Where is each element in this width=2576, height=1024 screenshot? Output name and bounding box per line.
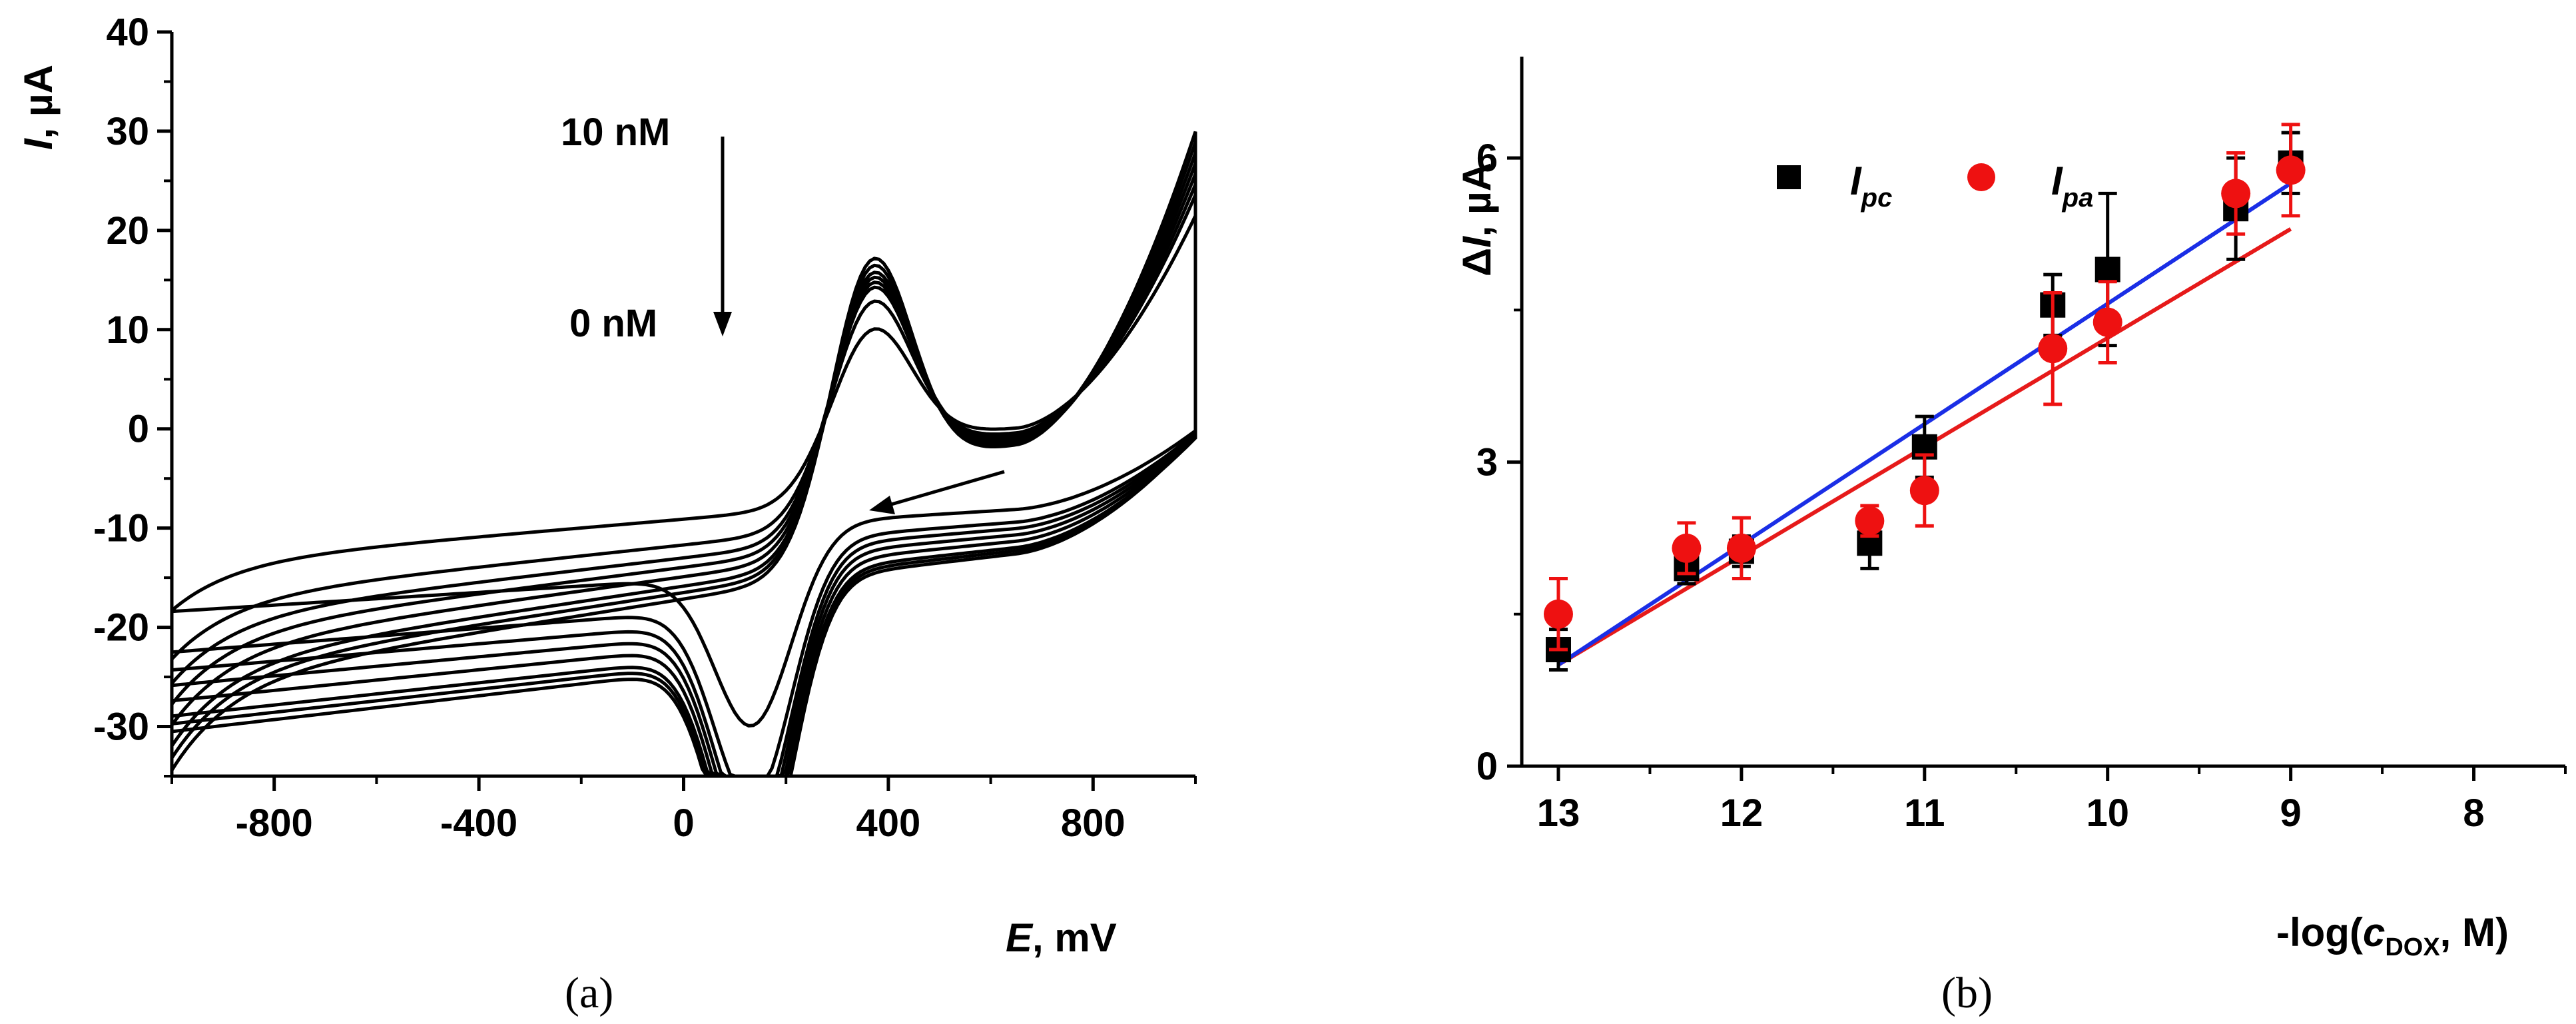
legend-label-ipa: Ipa <box>2051 159 2093 213</box>
data-point-ipa <box>1855 506 1885 536</box>
legend: Ipc Ipa <box>1777 159 2093 213</box>
data-point-ipa <box>1543 599 1573 629</box>
data-point-ipa <box>2276 155 2306 185</box>
scan-direction-arrow <box>888 470 1005 507</box>
data-points <box>1543 123 2306 672</box>
cv-curve <box>170 163 1197 778</box>
data-point-ipa <box>1672 533 1702 563</box>
panel-a-caption: (a) <box>565 969 613 1017</box>
cv-curve <box>170 183 1197 778</box>
panel-b-y-tick-label: 0 <box>1476 745 1498 788</box>
panel-b-xlabel: -log(cDOX, M) <box>2276 910 2509 961</box>
panel-a-y-tick-label: 40 <box>106 11 149 54</box>
panel-a-x-tick-label: 0 <box>673 801 694 845</box>
panel-b-x-tick-label: 11 <box>1904 791 1945 835</box>
panel-b-x-tick-label: 10 <box>2086 791 2129 835</box>
annotation-10nm: 10 nM <box>561 111 670 154</box>
panel-a-y-tick-label: 10 <box>106 308 149 352</box>
cv-curve <box>170 152 1197 778</box>
panel-b-caption: (b) <box>1941 969 1993 1017</box>
data-point-ipa <box>1909 476 1939 506</box>
panel-b-calibration-plot: 13 12 11 10 9 8 0 3 6 Ipc Ipa -log(cDOX, M) ΔI, … <box>1454 57 2567 1017</box>
panel-b-y-tick-label: 6 <box>1476 137 1498 180</box>
panel-b-x-tick-label: 13 <box>1537 791 1580 835</box>
panel-a-ylabel: I, µA <box>16 65 61 150</box>
panel-a-x-tick-label: 400 <box>856 801 921 845</box>
panel-b-ylabel: ΔI, µA <box>1454 163 1499 276</box>
panel-a-x-tick-label: -400 <box>440 801 517 845</box>
legend-label-ipc: Ipc <box>1850 159 1892 213</box>
data-point-ipa <box>2221 179 2251 209</box>
panel-a-y-tick-label: 0 <box>128 408 149 451</box>
cv-curve <box>170 131 1197 778</box>
cv-curves <box>170 131 1197 778</box>
panel-b-x-tick-label: 9 <box>2280 791 2301 835</box>
panel-b-x-tick-label: 8 <box>2463 791 2484 835</box>
panel-b-y-tick-label: 3 <box>1476 441 1498 484</box>
data-point-ipc <box>2094 256 2120 282</box>
panel-a-y-tick-label: 20 <box>106 209 149 253</box>
data-point-ipa <box>2038 334 2068 364</box>
panel-b-axes: 13 12 11 10 9 8 0 3 6 <box>1476 57 2567 835</box>
scan-direction-arrowhead <box>869 496 895 514</box>
panel-a-y-tick-label: 30 <box>106 110 149 153</box>
legend-marker-ipc <box>1777 165 1801 189</box>
panel-b-x-tick-label: 12 <box>1720 791 1764 835</box>
legend-marker-ipa <box>1967 163 1995 191</box>
data-point-ipa <box>2093 307 2122 337</box>
panel-a-y-tick-label: -20 <box>93 606 149 650</box>
panel-a-y-tick-label: -30 <box>93 706 149 749</box>
annotation-arrowhead-concentration <box>713 312 732 336</box>
panel-a-x-tick-label: -800 <box>236 801 313 845</box>
panel-a-y-tick-label: -10 <box>93 507 149 550</box>
panel-a-xlabel: E, mV <box>1006 915 1117 960</box>
annotation-0nm: 0 nM <box>569 302 657 345</box>
panel-a-axes: -800 -400 0 400 800 -30 -20 -10 0 10 20 30 40 <box>93 11 1197 845</box>
data-point-ipa <box>1726 533 1756 563</box>
panel-a-x-tick-label: 800 <box>1061 801 1126 845</box>
